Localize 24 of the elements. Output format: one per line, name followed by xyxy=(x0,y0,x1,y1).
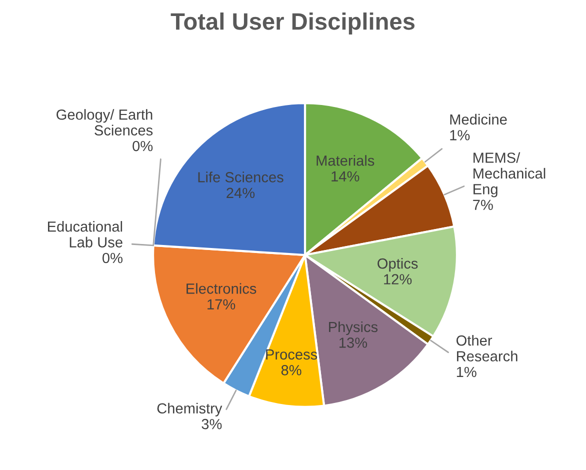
data-label: 17% xyxy=(208,299,236,310)
slice-label: MEMS/ Mechanical Eng xyxy=(474,152,546,198)
category-label: Geology/ Earth Sciences xyxy=(56,109,153,136)
data-label: 13% xyxy=(339,338,368,348)
slice-label: Electronics xyxy=(186,283,256,294)
data-label: 7% xyxy=(473,200,493,210)
data-label: 8% xyxy=(281,364,302,376)
data-label: 1% xyxy=(450,130,470,140)
slice-label: Materials xyxy=(316,155,374,166)
slice-label: Life Sciences xyxy=(198,172,284,182)
data-label: 1% xyxy=(456,366,476,378)
data-label: 24% xyxy=(226,188,255,198)
data-label: 3% xyxy=(202,418,222,430)
chart-title: Total User Disciplines xyxy=(170,12,415,35)
data-label: 14% xyxy=(332,171,360,182)
slice-label: Medicine xyxy=(450,114,507,125)
category-label: Educational Lab Use xyxy=(48,221,122,248)
slice-label: Chemistry xyxy=(157,402,222,416)
data-label: 12% xyxy=(384,274,412,284)
text: 0% xyxy=(102,252,122,264)
slice-label: Other Research xyxy=(456,334,518,362)
text: 0% xyxy=(132,140,153,152)
slice-label: Optics xyxy=(378,258,418,272)
slice-label: Physics xyxy=(329,321,378,336)
